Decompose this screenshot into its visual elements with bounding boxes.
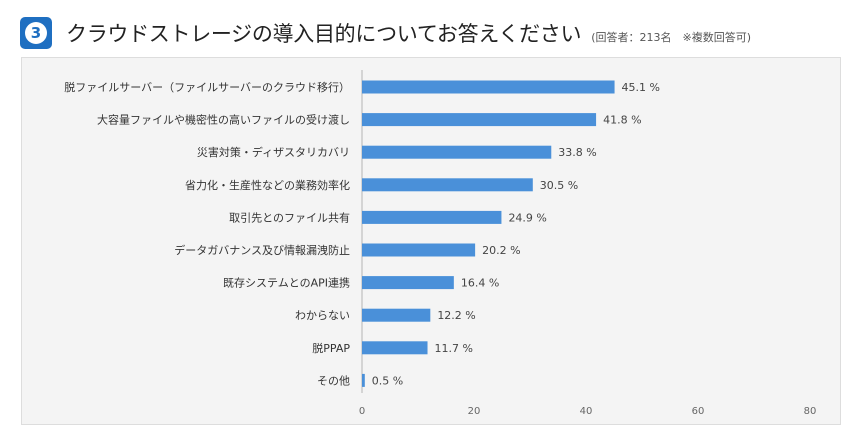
bar (362, 308, 431, 322)
bar-value-label: 11.7 % (435, 342, 473, 355)
bar (362, 373, 365, 387)
category-label: わからない (295, 309, 350, 322)
bar-value-label: 33.8 % (558, 146, 596, 159)
bar (362, 113, 597, 127)
category-label: 脱ファイルサーバー（ファイルサーバーのクラウド移行） (64, 80, 350, 94)
bar-value-label: 0.5 % (372, 374, 403, 387)
category-label: 脱PPAP (312, 341, 350, 355)
bar-value-label: 45.1 % (622, 81, 660, 94)
category-label: 災害対策・ディザスタリカバリ (197, 145, 350, 159)
category-label: データガバナンス及び情報漏洩防止 (174, 243, 350, 257)
bar (362, 145, 552, 159)
x-tick-label: 0 (359, 406, 365, 417)
question-number: 3 (25, 22, 47, 44)
bar (362, 80, 615, 94)
category-label: その他 (317, 374, 350, 387)
x-tick-label: 60 (692, 406, 705, 417)
bar (362, 210, 502, 224)
respondent-note: (回答者：213名 ※複数回答可) (591, 31, 751, 44)
question-number-badge: 3 (20, 17, 52, 49)
category-label: 既存システムとのAPI連携 (223, 276, 350, 290)
chart-header: 3 クラウドストレージの導入目的についてお答えください (回答者：213名 ※複… (20, 16, 751, 50)
x-tick-label: 80 (804, 406, 817, 417)
bar (362, 178, 533, 192)
chart-title: クラウドストレージの導入目的についてお答えください (66, 22, 582, 46)
bar-value-label: 41.8 % (603, 114, 641, 127)
category-label: 大容量ファイルや機密性の高いファイルの受け渡し (97, 113, 350, 127)
bar-value-label: 16.4 % (461, 277, 499, 290)
category-label: 取引先とのファイル共有 (229, 210, 350, 224)
bar-value-label: 30.5 % (540, 179, 578, 192)
x-tick-label: 20 (468, 406, 481, 417)
bar-value-label: 20.2 % (482, 244, 520, 257)
bar-value-label: 12.2 % (437, 309, 475, 322)
x-tick-label: 40 (580, 406, 593, 417)
bar (362, 243, 476, 257)
bar-value-label: 24.9 % (508, 211, 546, 224)
bar (362, 341, 428, 355)
bar (362, 276, 454, 290)
category-label: 省力化・生産性などの業務効率化 (185, 178, 350, 192)
